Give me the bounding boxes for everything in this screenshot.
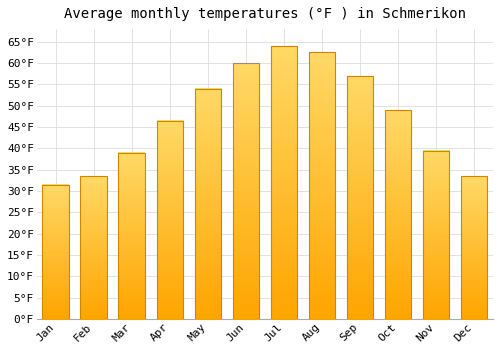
Bar bbox=[346, 76, 374, 319]
Bar bbox=[308, 52, 335, 319]
Bar bbox=[156, 121, 183, 319]
Bar bbox=[80, 176, 107, 319]
Bar bbox=[384, 110, 411, 319]
Bar bbox=[460, 176, 487, 319]
Bar bbox=[270, 46, 297, 319]
Bar bbox=[118, 153, 145, 319]
Bar bbox=[232, 63, 259, 319]
Bar bbox=[422, 150, 450, 319]
Title: Average monthly temperatures (°F ) in Schmerikon: Average monthly temperatures (°F ) in Sc… bbox=[64, 7, 466, 21]
Bar bbox=[42, 185, 69, 319]
Bar bbox=[194, 89, 221, 319]
